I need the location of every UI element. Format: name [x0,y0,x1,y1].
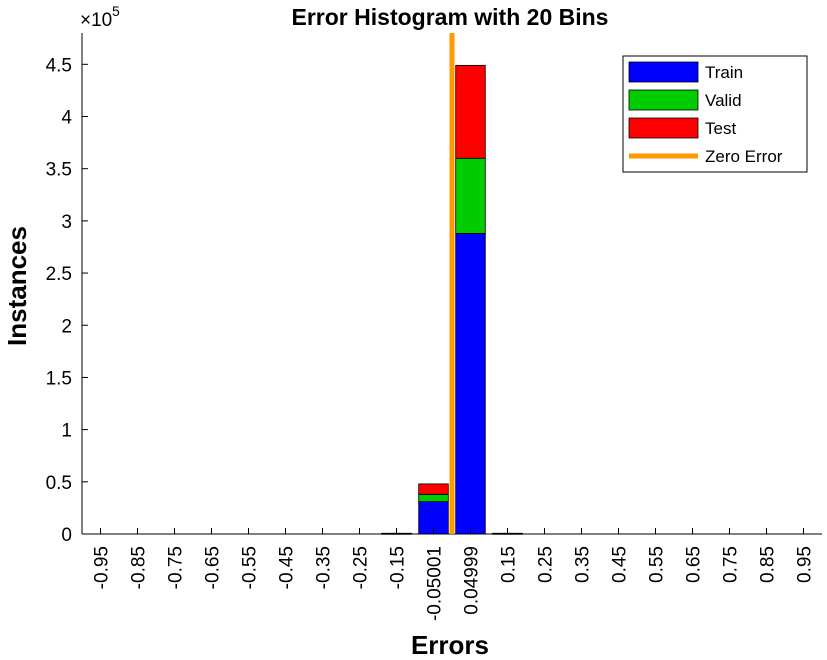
x-tick-label: -0.65 [203,546,224,589]
x-tick-label: 0.04999 [462,546,483,615]
x-tick-label: 0.55 [647,546,668,583]
y-tick-label: 1.5 [46,368,72,389]
x-tick-label: -0.55 [240,546,261,589]
x-axis-title: Errors [411,630,489,660]
legend-swatch-test [628,117,699,139]
y-multiplier-exponent: 5 [112,3,120,19]
y-tick-label: 2.5 [46,264,72,285]
y-tick-label: 0.5 [46,473,72,494]
x-tick-label: 0.45 [610,546,631,583]
bar-train-10 [455,232,486,535]
bar-valid-9 [418,493,449,503]
bar-valid-10 [455,157,486,234]
x-tick-label: -0.45 [277,546,298,589]
x-tick-label: -0.15 [388,546,409,589]
y-axis-title: Instances [2,226,32,346]
x-tick-label: -0.05001 [425,546,446,621]
x-tick-label: 0.65 [684,546,705,583]
y-tick-label: 4.5 [46,55,72,76]
x-tick-label: 0.35 [573,546,594,583]
plot-area: 0 0.5 1 1.5 2 2.5 3 3.5 4 4.5 -0.95 -0.85 -0.75 -0.65… [46,33,822,621]
x-tick-label: 0.85 [758,546,779,583]
y-tick-label: 3.5 [46,160,72,181]
y-tick-label: 3 [61,212,72,233]
y-tick-label: 0 [61,525,72,546]
y-tick-label: 4 [61,108,72,129]
legend-label-test: Test [705,119,736,138]
chart-title: Error Histogram with 20 Bins [292,4,609,30]
bar-test-9 [418,483,449,495]
x-tick-label: -0.95 [92,546,113,589]
y-tick-label: 2 [61,316,72,337]
x-tick-label: -0.35 [314,546,335,589]
legend-swatch-valid [628,89,699,111]
legend: Train Valid Test Zero Error [622,55,808,173]
x-tick-label: -0.75 [166,546,187,589]
x-tick-label: 0.25 [536,546,557,583]
x-tick-label: -0.85 [129,546,150,589]
bar-test-10 [455,64,486,159]
x-tick-label: 0.75 [721,546,742,583]
legend-swatch-train [628,61,699,83]
legend-label-zero-error: Zero Error [705,147,783,166]
x-tick-label: 0.95 [795,546,816,583]
x-tick-label: -0.25 [351,546,372,589]
y-multiplier: ×10 5 [80,3,120,31]
legend-label-train: Train [705,63,743,82]
y-multiplier-base: ×10 [80,10,112,31]
x-tick-label: 0.15 [499,546,520,583]
y-tick-label: 1 [61,421,72,442]
legend-label-valid: Valid [705,91,742,110]
